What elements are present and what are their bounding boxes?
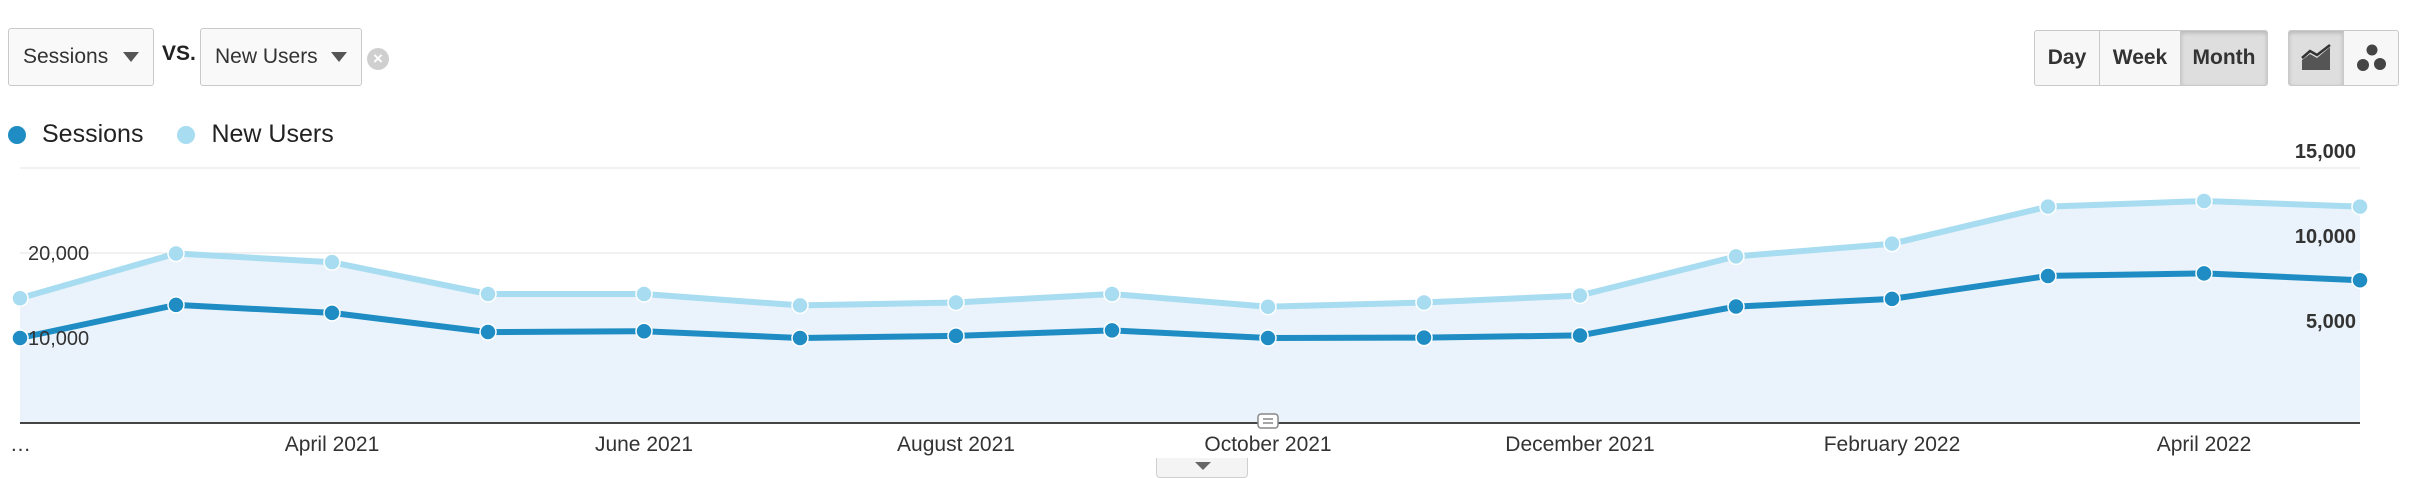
left-axis-tick-label: 10,000 [28,328,89,350]
data-point-sessions [791,329,809,347]
vs-label: VS. [162,42,196,65]
metric-select-primary[interactable]: Sessions [8,28,154,86]
data-point-sessions [11,329,29,347]
data-point-new-users [11,289,29,307]
data-point-sessions [2039,267,2057,285]
chevron-down-icon [1195,462,1211,470]
metric-select-secondary-label: New Users [215,45,318,68]
x-axis-tick-label: December 2021 [1505,433,1654,456]
data-point-sessions [1415,328,1433,347]
data-point-new-users [791,296,809,315]
x-axis-tick-label: February 2022 [1824,433,1961,456]
data-point-new-users [1571,286,1589,305]
data-point-sessions [635,322,653,340]
data-point-new-users [2195,192,2213,210]
data-point-new-users [1415,293,1433,312]
x-axis-tick-label: … [10,433,31,456]
right-axis-tick-label: 15,000 [2295,141,2356,163]
data-point-new-users [167,244,185,263]
data-point-sessions [2351,271,2369,289]
data-point-new-users [2351,197,2369,216]
data-point-sessions [323,304,341,322]
data-point-new-users [2039,197,2057,216]
data-point-new-users [479,285,497,303]
legend-item-sessions[interactable]: Sessions [8,120,143,149]
annotation-icon[interactable] [1257,413,1279,429]
chart-area-fill [20,201,2360,423]
chevron-down-icon [123,52,139,62]
data-point-new-users [1727,247,1745,266]
motion-chart-button[interactable] [2343,30,2399,86]
metric-select-secondary[interactable]: New Users [200,28,362,86]
right-axis-tick-label: 10,000 [2295,226,2356,248]
granularity-month-button[interactable]: Month [2180,30,2268,86]
clear-comparison-icon[interactable]: × [367,48,389,70]
data-point-sessions [1571,326,1589,345]
data-point-sessions [947,327,965,345]
legend-label-new-users: New Users [211,120,334,148]
metric-select-primary-label: Sessions [23,45,109,68]
x-axis-tick-label: April 2021 [285,433,380,456]
legend-item-new-users[interactable]: New Users [177,120,334,149]
legend-dot-new-users [177,125,196,144]
x-axis-tick-label: October 2021 [1204,433,1331,456]
data-point-sessions [2195,264,2213,283]
motion-chart-icon [2357,44,2386,71]
legend-dot-sessions [8,125,26,144]
series-line-new-users [19,198,2361,310]
x-axis-tick-label: June 2021 [595,433,693,456]
data-point-sessions [1259,329,1277,347]
chart-legend: Sessions New Users [8,120,368,149]
granularity-day-button[interactable]: Day [2034,30,2100,86]
data-point-sessions [1103,321,1121,340]
granularity-toggle: Day Week Month [2034,30,2268,86]
data-point-new-users [947,293,965,312]
expand-handle[interactable] [1156,458,1248,478]
data-point-new-users [1103,285,1121,303]
x-axis-tick-label: August 2021 [897,433,1015,456]
data-point-sessions [167,296,185,314]
data-point-new-users [1883,234,1901,253]
data-point-sessions [1883,290,1901,308]
chart-type-toggle [2288,30,2399,86]
data-point-new-users [1259,297,1277,316]
chevron-down-icon [331,52,347,62]
data-point-new-users [323,253,341,271]
line-chart-icon [2301,44,2331,70]
left-axis-tick-label: 20,000 [28,243,89,265]
data-point-new-users [635,285,653,303]
data-point-sessions [479,323,497,341]
granularity-week-button[interactable]: Week [2099,30,2181,86]
right-axis-tick-label: 5,000 [2306,311,2356,333]
legend-label-sessions: Sessions [42,120,144,148]
data-point-sessions [1727,297,1745,316]
series-line-sessions [19,270,2361,341]
x-axis-tick-label: April 2022 [2157,433,2252,456]
